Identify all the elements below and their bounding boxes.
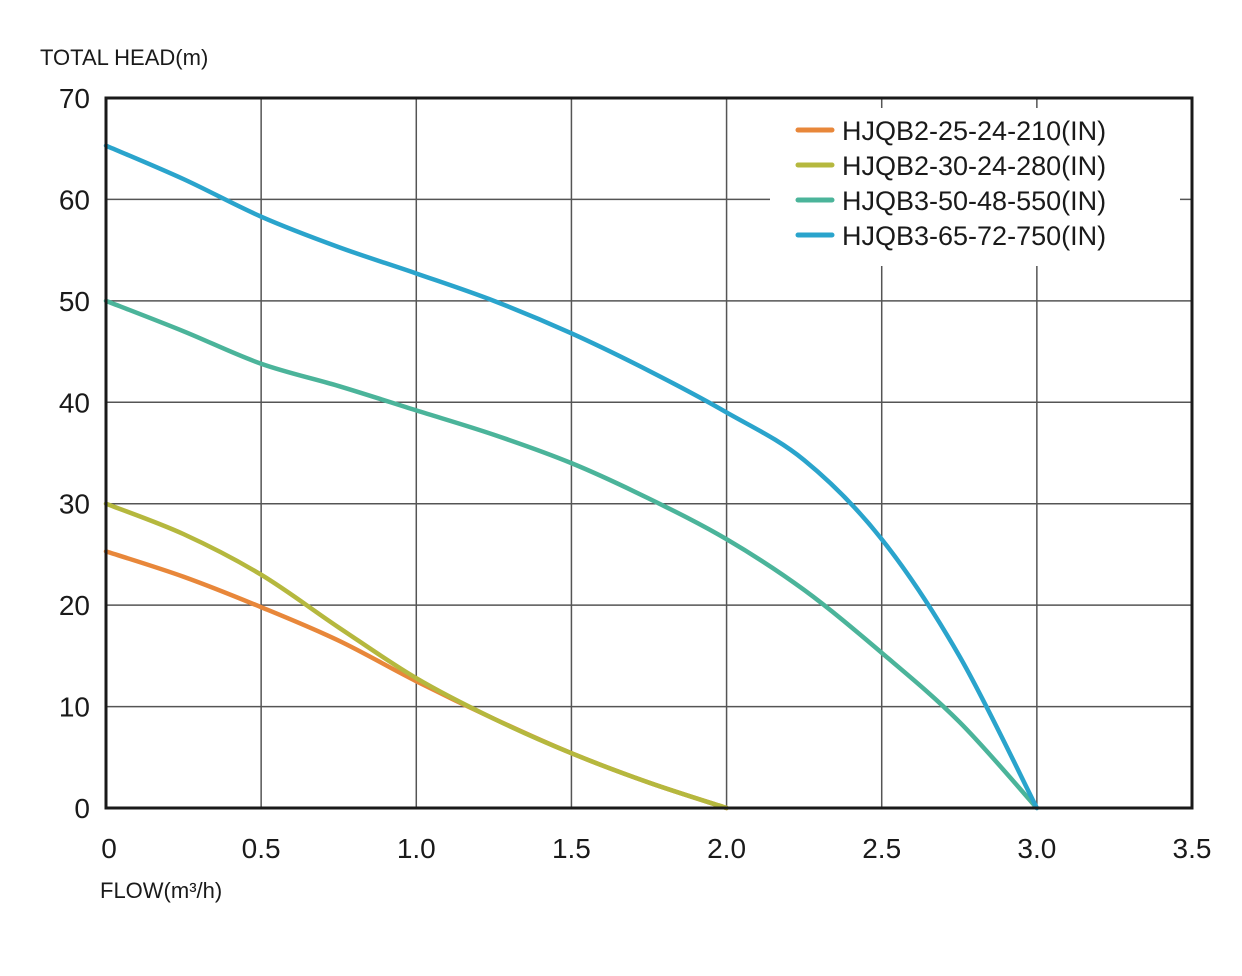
y-tick-label: 60 (59, 184, 90, 215)
x-tick-label: 2.0 (707, 833, 746, 864)
legend-entry-label: HJQB3-50-48-550(IN) (842, 186, 1106, 216)
legend-entry-label: HJQB3-65-72-750(IN) (842, 221, 1106, 251)
x-tick-label: 1.5 (552, 833, 591, 864)
x-axis-title: FLOW(m³/h) (100, 878, 222, 903)
x-tick-label: 0 (101, 833, 117, 864)
series-line-3 (103, 298, 1040, 811)
y-axis-title: TOTAL HEAD(m) (40, 45, 208, 70)
series-lines (103, 143, 1040, 811)
y-tick-label: 40 (59, 387, 90, 418)
legend-entry-label: HJQB2-25-24-210(IN) (842, 116, 1106, 146)
legend-entry-label: HJQB2-30-24-280(IN) (842, 151, 1106, 181)
legend: HJQB2-25-24-210(IN) HJQB2-30-24-280(IN) HJ… (795, 116, 1106, 251)
series-line-4 (103, 143, 1040, 811)
y-tick-label: 70 (59, 83, 90, 114)
y-tick-label: 20 (59, 590, 90, 621)
y-tick-labels: 0 10 20 30 40 50 60 70 (59, 83, 90, 824)
x-tick-labels: 0 0.5 1.0 1.5 2.0 2.5 3.0 3.5 (101, 833, 1211, 864)
x-tick-label: 3.5 (1173, 833, 1212, 864)
y-tick-label: 0 (74, 793, 90, 824)
legend-background (770, 108, 1180, 266)
x-tick-label: 3.0 (1017, 833, 1056, 864)
y-tick-label: 10 (59, 692, 90, 723)
y-tick-label: 30 (59, 489, 90, 520)
x-tick-label: 0.5 (242, 833, 281, 864)
y-tick-label: 50 (59, 286, 90, 317)
x-tick-label: 2.5 (862, 833, 901, 864)
x-tick-label: 1.0 (397, 833, 436, 864)
plot-frame (104, 96, 1194, 810)
series-line-2 (103, 501, 729, 811)
